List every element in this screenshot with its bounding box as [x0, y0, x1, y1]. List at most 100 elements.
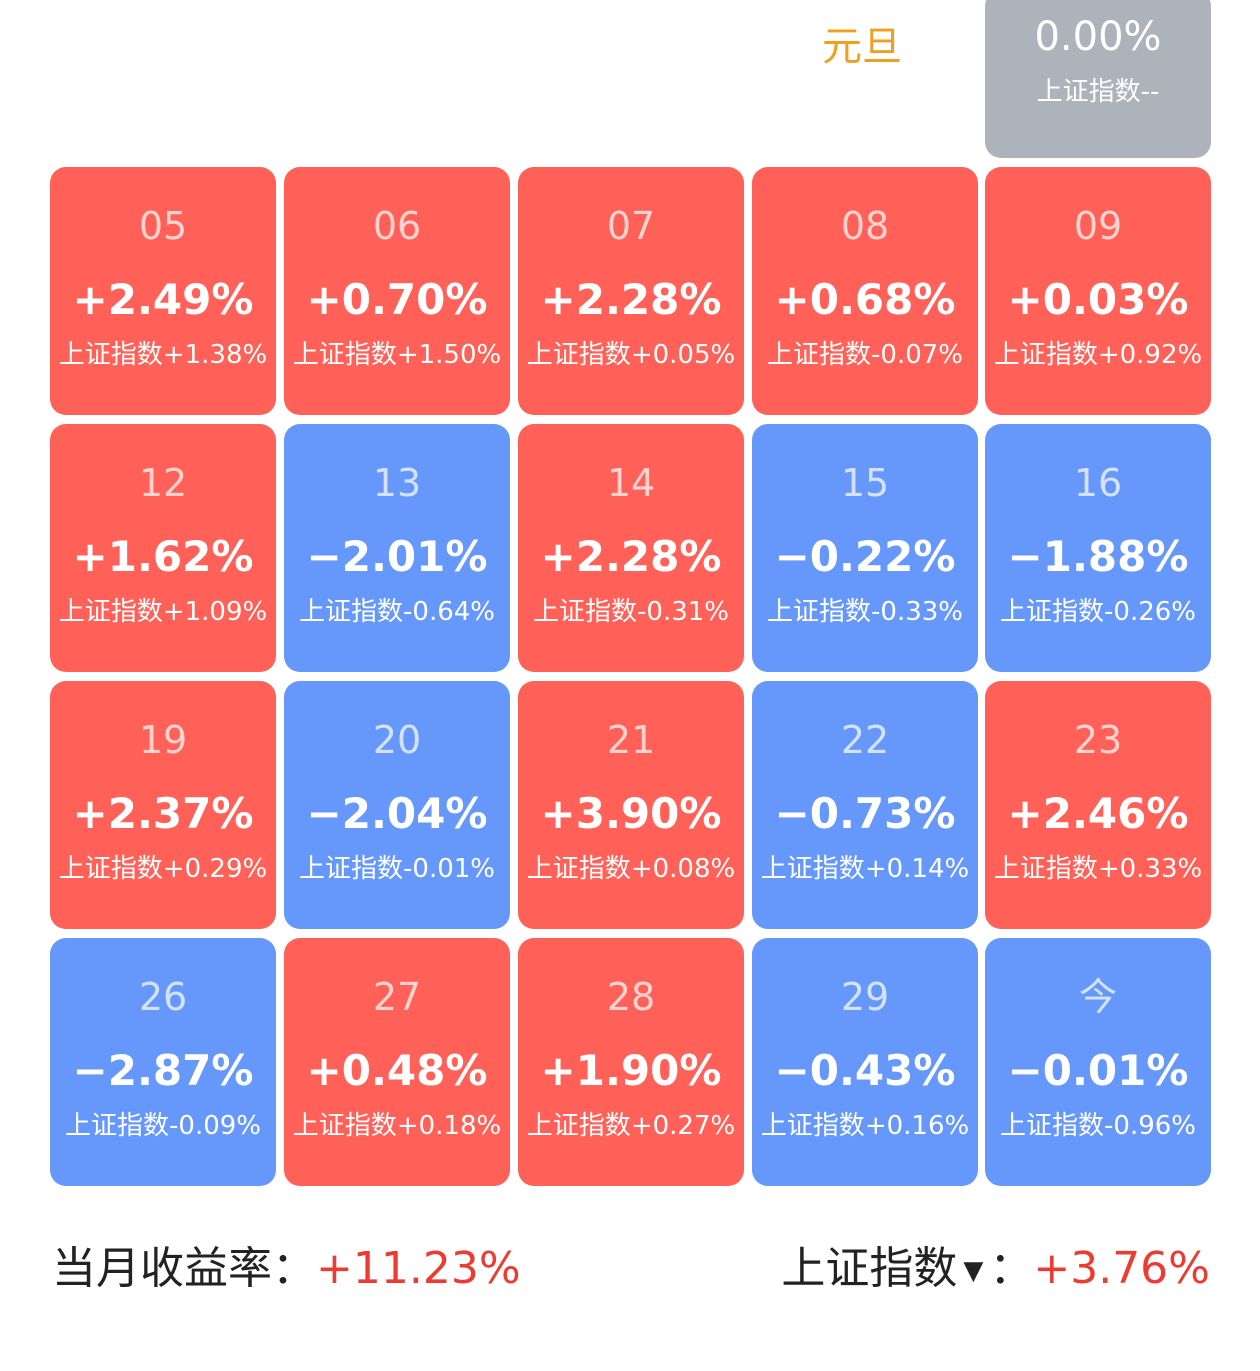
day-cell[interactable]: 23 +2.46% 上证指数+0.33% — [985, 681, 1211, 929]
day-cell[interactable]: 12 +1.62% 上证指数+1.09% — [50, 424, 276, 672]
day-return: +0.48% — [306, 1046, 488, 1095]
day-index-change: 上证指数+0.16% — [761, 1108, 969, 1144]
day-cell[interactable]: 14 +2.28% 上证指数-0.31% — [518, 424, 744, 672]
benchmark-colon: ： — [989, 1243, 1034, 1294]
day-return: 0.00% — [1034, 14, 1162, 60]
day-cell-holiday[interactable]: 0.00% 上证指数-- — [985, 0, 1211, 158]
day-number: 15 — [840, 461, 890, 505]
day-cell[interactable]: 06 +0.70% 上证指数+1.50% — [284, 167, 510, 415]
day-index-change: 上证指数+1.38% — [59, 337, 267, 373]
day-cell[interactable]: 26 −2.87% 上证指数-0.09% — [50, 938, 276, 1186]
benchmark-selector[interactable]: 上证指数 ▼ — [781, 1243, 989, 1294]
day-number: 08 — [840, 204, 890, 248]
day-return: −0.01% — [1007, 1046, 1189, 1095]
day-cell[interactable]: 28 +1.90% 上证指数+0.27% — [518, 938, 744, 1186]
day-number: 09 — [1073, 204, 1123, 248]
index-prefix: 上证指数 — [760, 1111, 865, 1141]
day-index-change: 上证指数-0.33% — [767, 594, 963, 630]
index-prefix: 上证指数 — [760, 854, 865, 884]
day-number: 22 — [840, 718, 890, 762]
day-cell[interactable]: 15 −0.22% 上证指数-0.33% — [752, 424, 978, 672]
index-change-value: +0.92% — [1097, 340, 1203, 370]
benchmark-summary: 上证指数 ▼ ：+3.76% — [781, 1232, 1210, 1296]
day-return: +3.90% — [540, 789, 722, 838]
day-cell[interactable]: 07 +2.28% 上证指数+0.05% — [518, 167, 744, 415]
index-change-value: -0.64% — [403, 597, 495, 627]
day-cell[interactable]: 27 +0.48% 上证指数+0.18% — [284, 938, 510, 1186]
day-cell[interactable]: 16 −1.88% 上证指数-0.26% — [985, 424, 1211, 672]
index-change-value: +0.14% — [864, 854, 970, 884]
index-prefix: 上证指数 — [292, 340, 397, 370]
day-cell[interactable]: 20 −2.04% 上证指数-0.01% — [284, 681, 510, 929]
day-index-change: 上证指数-0.09% — [65, 1108, 261, 1144]
index-prefix: 上证指数 — [58, 597, 163, 627]
index-prefix: 上证指数 — [526, 854, 631, 884]
day-number: 今 — [1078, 975, 1117, 1019]
day-return: +2.46% — [1007, 789, 1189, 838]
index-change-value: -0.96% — [1104, 1111, 1196, 1141]
holiday-label: 元旦 — [822, 24, 902, 70]
index-change-value: -0.26% — [1104, 597, 1196, 627]
day-return: +0.03% — [1007, 275, 1189, 324]
day-number: 16 — [1073, 461, 1123, 505]
index-change-value: +0.16% — [864, 1111, 970, 1141]
index-change-value: +0.33% — [1097, 854, 1203, 884]
day-cell[interactable]: 22 −0.73% 上证指数+0.14% — [752, 681, 978, 929]
day-return: +1.62% — [72, 532, 254, 581]
index-prefix: 上证指数 — [993, 340, 1098, 370]
index-change-value: -0.31% — [637, 597, 729, 627]
day-number: 06 — [372, 204, 422, 248]
index-change-value: -0.09% — [169, 1111, 261, 1141]
index-change-value: +0.05% — [630, 340, 736, 370]
day-number: 05 — [138, 204, 188, 248]
day-cell[interactable]: 21 +3.90% 上证指数+0.08% — [518, 681, 744, 929]
monthly-return-summary: 当月收益率：+11.23% — [52, 1232, 521, 1296]
day-index-change: 上证指数-0.31% — [533, 594, 729, 630]
day-index-change: 上证指数+0.14% — [761, 851, 969, 887]
index-prefix: 上证指数 — [1000, 597, 1105, 627]
day-index-change: 上证指数+0.92% — [994, 337, 1202, 373]
day-return: +0.68% — [774, 275, 956, 324]
benchmark-value: +3.76% — [1033, 1243, 1210, 1294]
day-index-change: 上证指数+1.09% — [59, 594, 267, 630]
day-cell[interactable]: 08 +0.68% 上证指数-0.07% — [752, 167, 978, 415]
index-prefix: 上证指数 — [526, 340, 631, 370]
index-change-value: +1.38% — [162, 340, 268, 370]
day-number: 21 — [606, 718, 656, 762]
day-number: 12 — [138, 461, 188, 505]
index-change-value: +0.08% — [630, 854, 736, 884]
index-prefix: 上证指数 — [767, 597, 872, 627]
day-index-change: 上证指数-- — [1036, 77, 1160, 107]
day-cell[interactable]: 09 +0.03% 上证指数+0.92% — [985, 167, 1211, 415]
index-change-value: +0.18% — [396, 1111, 502, 1141]
index-prefix: 上证指数 — [58, 854, 163, 884]
day-cell[interactable]: 今 −0.01% 上证指数-0.96% — [985, 938, 1211, 1186]
day-cell[interactable]: 29 −0.43% 上证指数+0.16% — [752, 938, 978, 1186]
day-cell[interactable]: 05 +2.49% 上证指数+1.38% — [50, 167, 276, 415]
day-number: 07 — [606, 204, 656, 248]
index-prefix: 上证指数 — [526, 1111, 631, 1141]
index-change-value: +1.50% — [396, 340, 502, 370]
day-index-change: 上证指数+0.05% — [527, 337, 735, 373]
index-prefix: 上证指数 — [65, 1111, 170, 1141]
day-return: +0.70% — [306, 275, 488, 324]
day-cell[interactable]: 19 +2.37% 上证指数+0.29% — [50, 681, 276, 929]
day-index-change: 上证指数+0.18% — [293, 1108, 501, 1144]
caret-down-icon[interactable]: ▼ — [963, 1256, 984, 1286]
index-change-value: +1.09% — [162, 597, 268, 627]
day-index-change: 上证指数+0.27% — [527, 1108, 735, 1144]
index-prefix: 上证指数 — [299, 854, 404, 884]
day-cell[interactable]: 13 −2.01% 上证指数-0.64% — [284, 424, 510, 672]
day-index-change: 上证指数+0.08% — [527, 851, 735, 887]
day-number: 19 — [138, 718, 188, 762]
index-change-value: +0.29% — [162, 854, 268, 884]
day-index-change: 上证指数-0.64% — [299, 594, 495, 630]
day-return: −0.43% — [774, 1046, 956, 1095]
day-index-change: 上证指数-0.26% — [1000, 594, 1196, 630]
index-prefix: 上证指数 — [533, 597, 638, 627]
day-return: +2.37% — [72, 789, 254, 838]
index-prefix: 上证指数 — [767, 340, 872, 370]
day-index-change: 上证指数+0.33% — [994, 851, 1202, 887]
day-return: +2.28% — [540, 532, 722, 581]
day-index-change: 上证指数-0.01% — [299, 851, 495, 887]
